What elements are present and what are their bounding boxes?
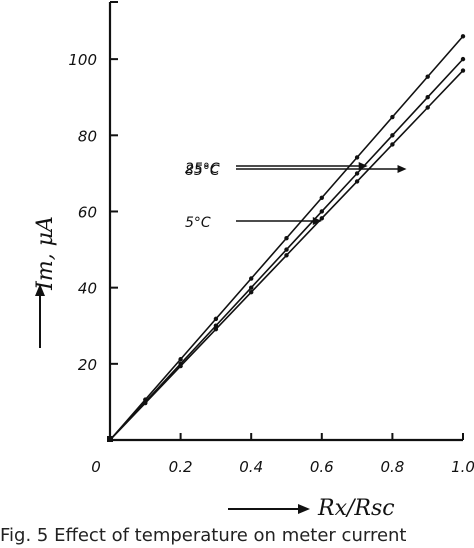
data-point bbox=[143, 400, 148, 406]
data-point bbox=[178, 357, 183, 362]
data-point bbox=[249, 276, 254, 281]
series-points bbox=[107, 34, 466, 442]
figure-caption: Fig. 5 Effect of temperature on meter cu… bbox=[0, 525, 407, 546]
data-point bbox=[213, 326, 219, 332]
data-point bbox=[460, 34, 466, 39]
x-tick-label: 1.0 bbox=[451, 458, 474, 476]
y-axis-title-arrowhead bbox=[35, 284, 45, 296]
x-tick-label: 0.6 bbox=[310, 458, 334, 476]
data-point bbox=[249, 285, 254, 290]
x-tick-label: 0.8 bbox=[380, 458, 404, 476]
data-point bbox=[284, 253, 289, 258]
y-tick-label: 100 bbox=[68, 51, 97, 69]
axes bbox=[108, 1, 463, 442]
callouts: 85°C25°C 5°C bbox=[185, 161, 407, 231]
y-tick-label: 60 bbox=[78, 203, 97, 221]
callout-arrowhead bbox=[397, 165, 407, 173]
data-point bbox=[425, 95, 430, 100]
data-point bbox=[213, 316, 219, 322]
x-axis-title: Rx/Rsc bbox=[317, 496, 395, 521]
data-point bbox=[390, 114, 395, 120]
data-point bbox=[354, 179, 360, 184]
x-tick-label: 0 bbox=[91, 458, 101, 476]
data-point bbox=[249, 290, 254, 295]
x-axis-title-arrowhead bbox=[298, 504, 310, 514]
y-axis-title: Im, μA bbox=[33, 216, 58, 291]
x-tick-label: 0.2 bbox=[169, 458, 193, 476]
y-tick-label: 80 bbox=[78, 127, 97, 145]
callout-arrowhead bbox=[312, 217, 322, 225]
callout-label: 25°C bbox=[185, 161, 220, 177]
data-point bbox=[354, 171, 360, 176]
data-point bbox=[284, 235, 289, 241]
callout-label: 85°C bbox=[185, 163, 220, 179]
y-tick-label: 20 bbox=[78, 356, 97, 374]
data-point bbox=[390, 133, 395, 138]
callout-arrowhead bbox=[358, 162, 368, 170]
data-point bbox=[319, 195, 324, 200]
data-point bbox=[213, 323, 219, 328]
data-point bbox=[460, 68, 466, 73]
data-point bbox=[284, 247, 289, 252]
data-point bbox=[425, 74, 430, 79]
data-point bbox=[354, 155, 360, 160]
x-tick-label: 0.4 bbox=[239, 458, 263, 476]
data-point bbox=[319, 209, 324, 214]
ticks: 0 0.2 0.4 0.6 0.8 1.0 20 40 60 80 100 bbox=[68, 51, 474, 476]
origin-marker bbox=[107, 436, 113, 442]
data-point bbox=[178, 363, 183, 369]
y-tick-label: 40 bbox=[78, 280, 97, 298]
axis-titles: Im, μA Rx/Rsc bbox=[33, 216, 395, 521]
data-point bbox=[425, 105, 430, 110]
data-point bbox=[319, 216, 324, 221]
callout-label: 5°C bbox=[185, 215, 211, 231]
data-point bbox=[460, 56, 466, 62]
data-point bbox=[390, 142, 395, 147]
